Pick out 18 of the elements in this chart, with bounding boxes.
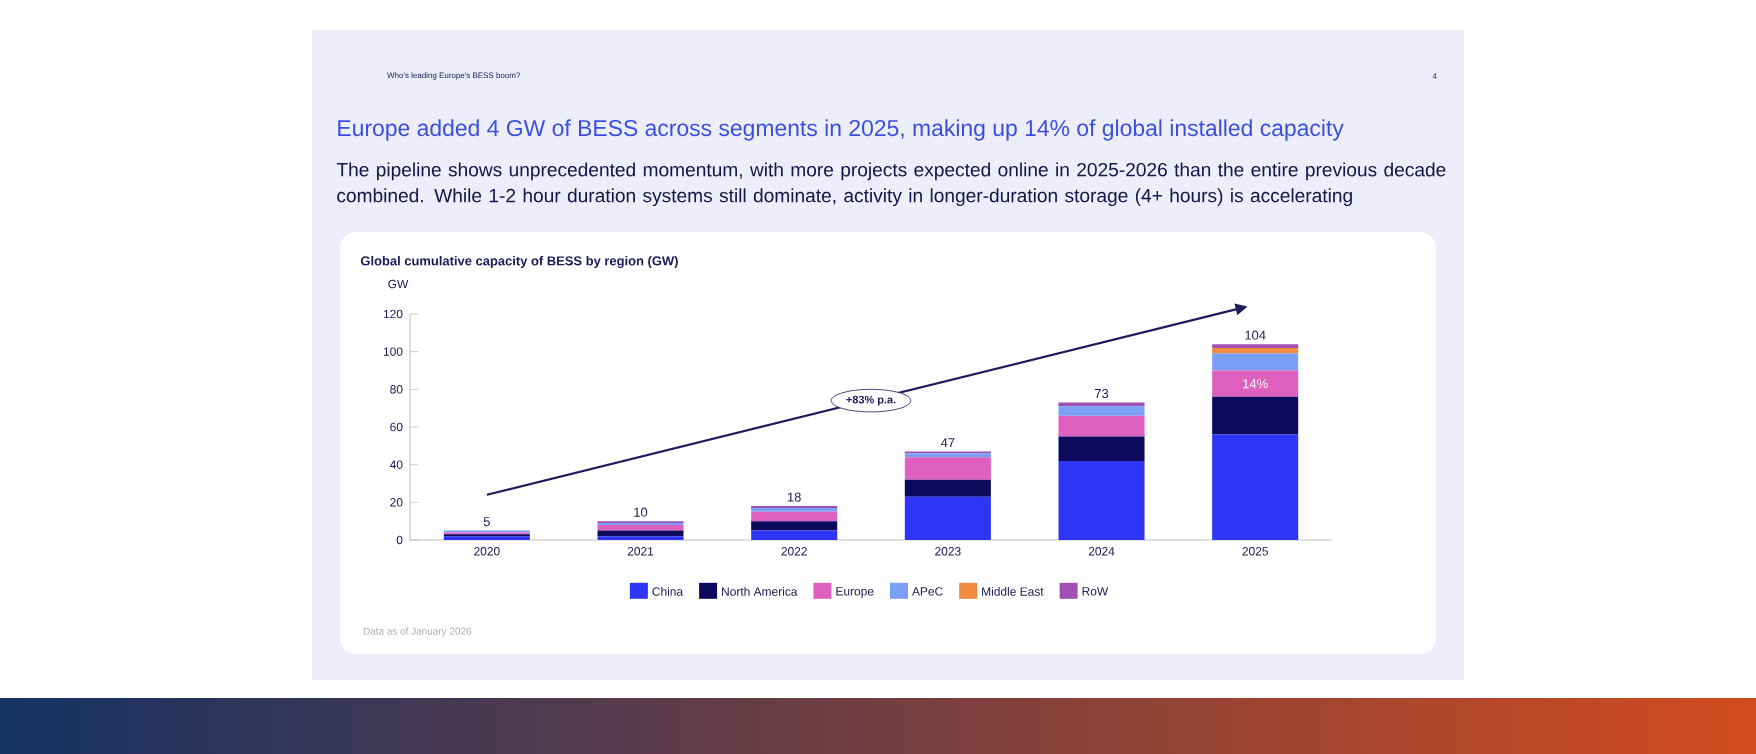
bar [751, 530, 838, 540]
bar [1212, 353, 1299, 371]
bar [1212, 396, 1299, 435]
bar [1212, 434, 1299, 540]
bar [904, 479, 991, 497]
bar [1212, 370, 1299, 397]
bar [1058, 436, 1145, 461]
bar [597, 524, 684, 531]
bar [904, 457, 991, 480]
bar [1058, 415, 1145, 437]
bar [1058, 460, 1145, 540]
bar [751, 511, 838, 522]
bar [1212, 347, 1299, 354]
bar [1058, 406, 1145, 416]
text: The pipeline shows unprecedented momentum, with more projects expected online in 2025-2026 than the entire previous decade combined. While 1-2 hour duration systems still dominate, activity in longer-duration storage (4+ hours) is accelerating [336, 162, 1446, 207]
bar [751, 521, 838, 531]
bar [904, 496, 991, 540]
text: Europe added 4 GW of BESS across segments in 2025, making up 14% of global installed capacity [338, 119, 1344, 141]
